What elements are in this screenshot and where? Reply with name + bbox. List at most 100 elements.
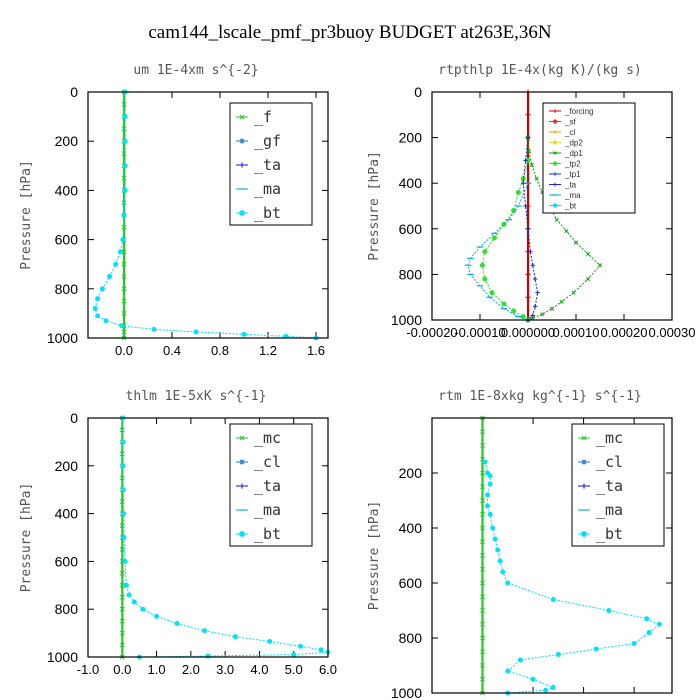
- data-point: [490, 525, 496, 531]
- data-point: [140, 606, 146, 612]
- data-point: [480, 498, 485, 503]
- data-point: [122, 558, 128, 564]
- data-point: [530, 676, 536, 682]
- data-point: [533, 304, 538, 309]
- legend-marker: [239, 210, 245, 216]
- y-tick-label: 200: [55, 458, 79, 474]
- legend-marker: [553, 109, 557, 113]
- legend-box: [542, 102, 636, 214]
- legend-label: _cl: [564, 128, 575, 137]
- legend-label: _ta: [254, 477, 281, 495]
- data-point: [121, 249, 127, 255]
- data-point: [92, 305, 98, 311]
- data-point: [119, 618, 125, 624]
- x-tick-label: 0.000000: [501, 325, 555, 340]
- data-point: [593, 646, 599, 652]
- data-point: [525, 294, 531, 300]
- legend-label: _bt: [254, 525, 281, 543]
- data-point: [492, 536, 498, 542]
- legend-label: _dp2: [564, 139, 583, 148]
- data-point: [482, 249, 488, 255]
- legend: _forcing _sf_cl _dp2_dp1 _tp2_tp1 _ta_ma _bt: [542, 102, 636, 214]
- panel-2: rtpthlp 1E-4x(kg K)/(kg s) Pressure [hPa]…: [367, 63, 696, 340]
- data-point: [487, 473, 493, 479]
- data-point: [529, 162, 534, 168]
- data-point: [535, 290, 540, 295]
- data-point: [540, 312, 545, 317]
- y-tick-label: 800: [399, 630, 423, 646]
- data-point: [559, 299, 564, 304]
- legend-marker: [553, 151, 557, 155]
- legend-marker: [581, 459, 587, 465]
- x-tick-label: 0.00: [470, 698, 495, 700]
- data-point: [525, 135, 531, 140]
- data-point: [119, 451, 125, 457]
- data-point: [487, 511, 493, 517]
- data-point: [121, 224, 127, 230]
- series-line-ma: [467, 183, 529, 321]
- data-point: [585, 276, 591, 282]
- data-point: [555, 651, 561, 657]
- data-point: [485, 503, 491, 509]
- data-point: [550, 596, 556, 602]
- data-point: [491, 235, 497, 241]
- data-point: [480, 608, 485, 613]
- data-point: [480, 470, 485, 476]
- data-point: [120, 439, 126, 445]
- legend: _f _gf _ta _ma _bt: [229, 102, 313, 226]
- legend-marker: [552, 140, 558, 145]
- x-tick-label: 1.6: [307, 343, 325, 358]
- data-point: [120, 463, 126, 469]
- y-tick-label: 600: [399, 575, 423, 591]
- data-point: [103, 318, 109, 324]
- data-point: [530, 316, 535, 321]
- data-point: [123, 582, 129, 588]
- data-point: [202, 628, 208, 634]
- data-point: [585, 251, 591, 256]
- data-point: [121, 286, 127, 292]
- legend-label: _tp2: [564, 160, 581, 169]
- data-point: [95, 313, 101, 319]
- data-point: [480, 525, 485, 531]
- y-tick-label: 400: [399, 520, 423, 536]
- x-tick-label: -0.00010: [454, 325, 505, 340]
- panel-4: rtm 1E-8xkg kg^{-1} s^{-1} Pressure [hPa]…: [367, 389, 673, 700]
- y-tick-label: 800: [55, 601, 79, 617]
- data-point: [131, 599, 137, 605]
- data-point: [241, 331, 247, 337]
- data-point: [480, 511, 485, 517]
- legend-label: _f: [254, 108, 272, 126]
- data-point: [119, 582, 125, 588]
- panel-3: thlm 1E-5xK s^{-1} Pressure [hPa] 0 200 400 6…: [19, 389, 337, 677]
- legend-marker: [239, 459, 245, 465]
- legend-label: _ma: [254, 180, 281, 198]
- data-point: [121, 329, 127, 335]
- legend-label: _sf: [564, 118, 576, 127]
- y-tick-label: 200: [399, 130, 423, 146]
- data-point: [482, 276, 488, 282]
- figure-title: cam144_lscale_pmf_pr3buoy BUDGET at263E,…: [148, 22, 552, 43]
- data-point: [119, 594, 125, 600]
- legend-marker: [581, 435, 587, 441]
- x-tick-label: -0.20: [417, 698, 447, 700]
- y-tick-label: 600: [55, 232, 79, 248]
- y-tick-label: 800: [399, 266, 423, 282]
- legend-marker: [239, 435, 245, 441]
- data-point: [533, 276, 538, 282]
- data-point: [99, 286, 105, 292]
- data-point: [298, 643, 304, 649]
- y-axis-label: Pressure [hPa]: [367, 151, 382, 261]
- legend-marker: [553, 182, 557, 187]
- legend: _mc _cl _ta _ma _bt: [571, 423, 665, 547]
- data-point: [121, 298, 127, 304]
- data-point: [482, 459, 488, 465]
- legend-label: _bt: [596, 525, 623, 543]
- data-point: [113, 261, 119, 267]
- x-tick-label: 3.0: [216, 662, 234, 677]
- y-tick-label: 1000: [391, 312, 422, 328]
- legend-label: _cl: [596, 453, 623, 471]
- data-point: [480, 663, 485, 668]
- data-point: [571, 290, 576, 295]
- data-point: [549, 306, 555, 311]
- data-point: [554, 217, 559, 222]
